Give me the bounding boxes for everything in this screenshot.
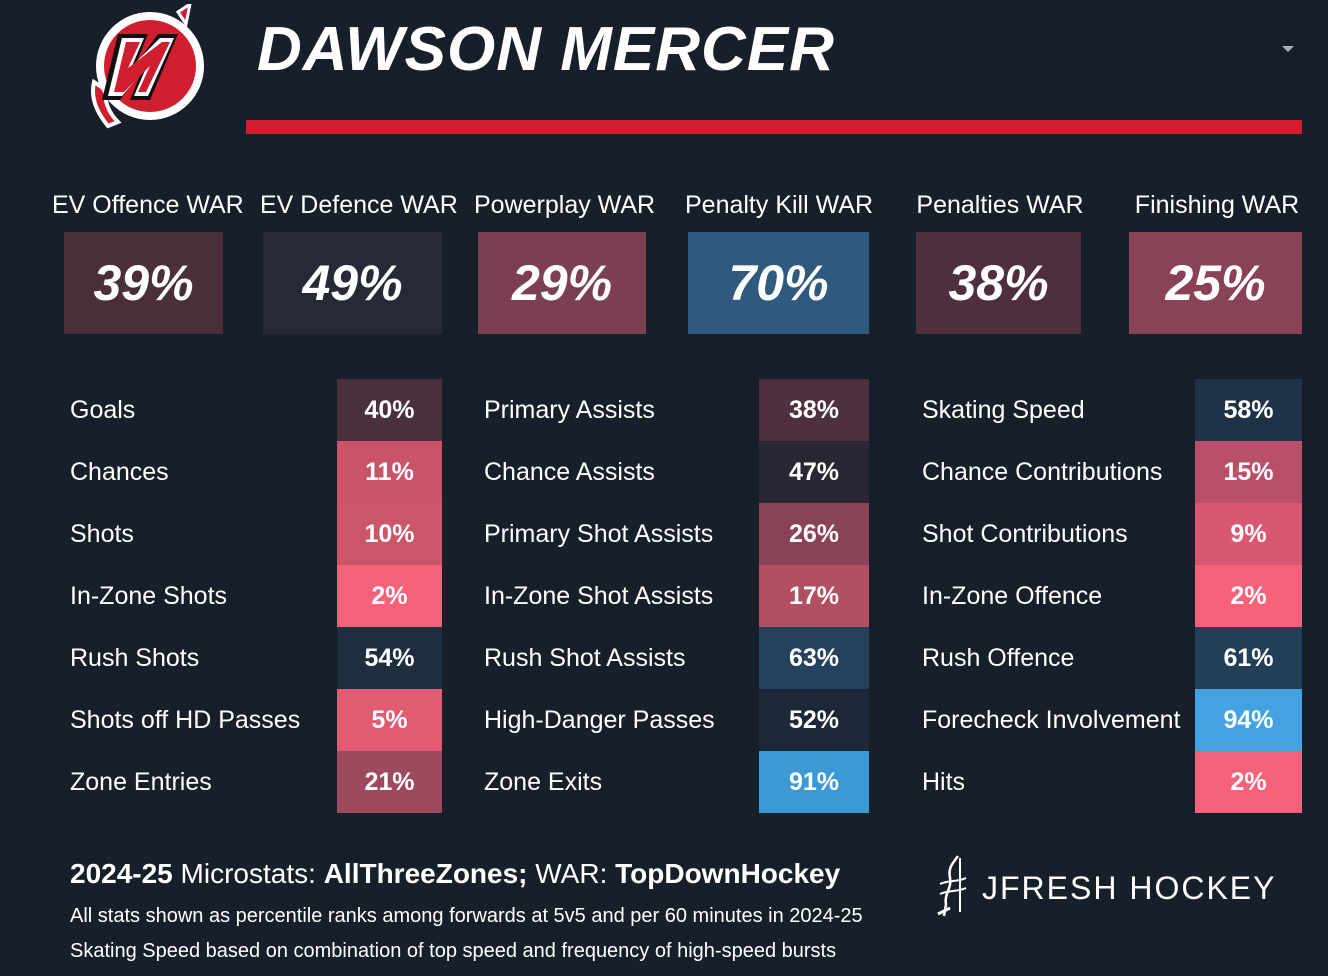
stat-label-in-zone-shot-assists: In-Zone Shot Assists [484, 582, 714, 610]
stat-value-forecheck-involvement: 94% [1195, 689, 1302, 751]
stat-label-chance-assists: Chance Assists [484, 458, 655, 486]
stat-label-high-danger-passes: High-Danger Passes [484, 706, 715, 734]
stat-label-rush-shot-assists: Rush Shot Assists [484, 644, 686, 672]
footer-season: 2024-25 [70, 858, 173, 889]
stat-label-rush-shots: Rush Shots [70, 644, 200, 672]
stat-value-in-zone-offence: 2% [1195, 565, 1302, 627]
stat-value-in-zone-shot-assists: 17% [759, 565, 869, 627]
brand-name: JFRESH HOCKEY [982, 870, 1277, 906]
devils-logo-icon [78, 0, 212, 136]
stat-label-primary-shot-assists: Primary Shot Assists [484, 520, 714, 548]
stat-value-primary-assists: 38% [759, 379, 869, 441]
war-label-ev-offence: EV Offence WAR [52, 191, 244, 219]
stat-value-chance-contributions: 15% [1195, 441, 1302, 503]
stat-label-skating-speed: Skating Speed [922, 396, 1085, 424]
war-label-ev-defence: EV Defence WAR [260, 191, 458, 219]
stat-label-chance-contributions: Chance Contributions [922, 458, 1163, 486]
stat-value-skating-speed: 58% [1195, 379, 1302, 441]
stat-value-rush-shot-assists: 63% [759, 627, 869, 689]
war-value-penalty-kill: 70% [688, 232, 869, 334]
war-value-ev-offence: 39% [64, 232, 223, 334]
stat-label-goals: Goals [70, 396, 136, 424]
war-label-powerplay: Powerplay WAR [474, 191, 656, 219]
stat-value-goals: 40% [337, 379, 442, 441]
stat-value-rush-offence: 61% [1195, 627, 1302, 689]
footer-war-source: TopDownHockey [615, 858, 841, 889]
stat-label-chances: Chances [70, 458, 169, 486]
player-name: DAWSON MERCER [257, 15, 835, 84]
stat-value-zone-exits: 91% [759, 751, 869, 813]
title-underline [246, 120, 1302, 134]
war-label-penalties: Penalties WAR [916, 191, 1084, 219]
stat-label-shots: Shots [70, 520, 134, 548]
stat-label-rush-offence: Rush Offence [922, 644, 1075, 672]
skate-icon [936, 854, 970, 923]
stat-value-shots-off-hd-passes: 5% [337, 689, 442, 751]
stat-label-zone-exits: Zone Exits [484, 768, 603, 796]
footer-micro-label: Microstats: [172, 858, 324, 889]
stat-label-primary-assists: Primary Assists [484, 396, 655, 424]
stat-label-in-zone-offence: In-Zone Offence [922, 582, 1103, 610]
stat-label-hits: Hits [922, 768, 966, 796]
war-value-finishing: 25% [1129, 232, 1302, 334]
stat-value-zone-entries: 21% [337, 751, 442, 813]
stat-value-in-zone-shots: 2% [337, 565, 442, 627]
stat-value-primary-shot-assists: 26% [759, 503, 869, 565]
footer-sources: 2024-25 Microstats: AllThreeZones; WAR: … [70, 856, 840, 892]
footer-micro-source: AllThreeZones; [323, 858, 528, 889]
stat-value-chance-assists: 47% [759, 441, 869, 503]
footer-war-label: WAR: [527, 858, 616, 889]
brand-logo: JFRESH HOCKEY [936, 854, 1277, 923]
stat-value-shots: 10% [337, 503, 442, 565]
footer-note-skating: Skating Speed based on combination of to… [70, 940, 837, 962]
footer-note-percentile: All stats shown as percentile ranks amon… [70, 905, 863, 927]
war-label-finishing: Finishing WAR [1134, 191, 1300, 219]
stat-value-shot-contributions: 9% [1195, 503, 1302, 565]
stat-label-forecheck-involvement: Forecheck Involvement [922, 706, 1181, 734]
war-value-penalties: 38% [916, 232, 1081, 334]
stat-value-rush-shots: 54% [337, 627, 442, 689]
stat-value-high-danger-passes: 52% [759, 689, 869, 751]
stat-label-shots-off-hd-passes: Shots off HD Passes [70, 706, 301, 734]
stat-value-chances: 11% [337, 441, 442, 503]
stat-label-shot-contributions: Shot Contributions [922, 520, 1128, 548]
stat-value-hits: 2% [1195, 751, 1302, 813]
stat-label-zone-entries: Zone Entries [70, 768, 212, 796]
war-label-penalty-kill: Penalty Kill WAR [684, 191, 873, 219]
war-value-powerplay: 29% [478, 232, 646, 334]
stat-label-in-zone-shots: In-Zone Shots [70, 582, 228, 610]
war-value-ev-defence: 49% [263, 232, 442, 334]
chevron-down-icon[interactable] [1279, 40, 1297, 58]
